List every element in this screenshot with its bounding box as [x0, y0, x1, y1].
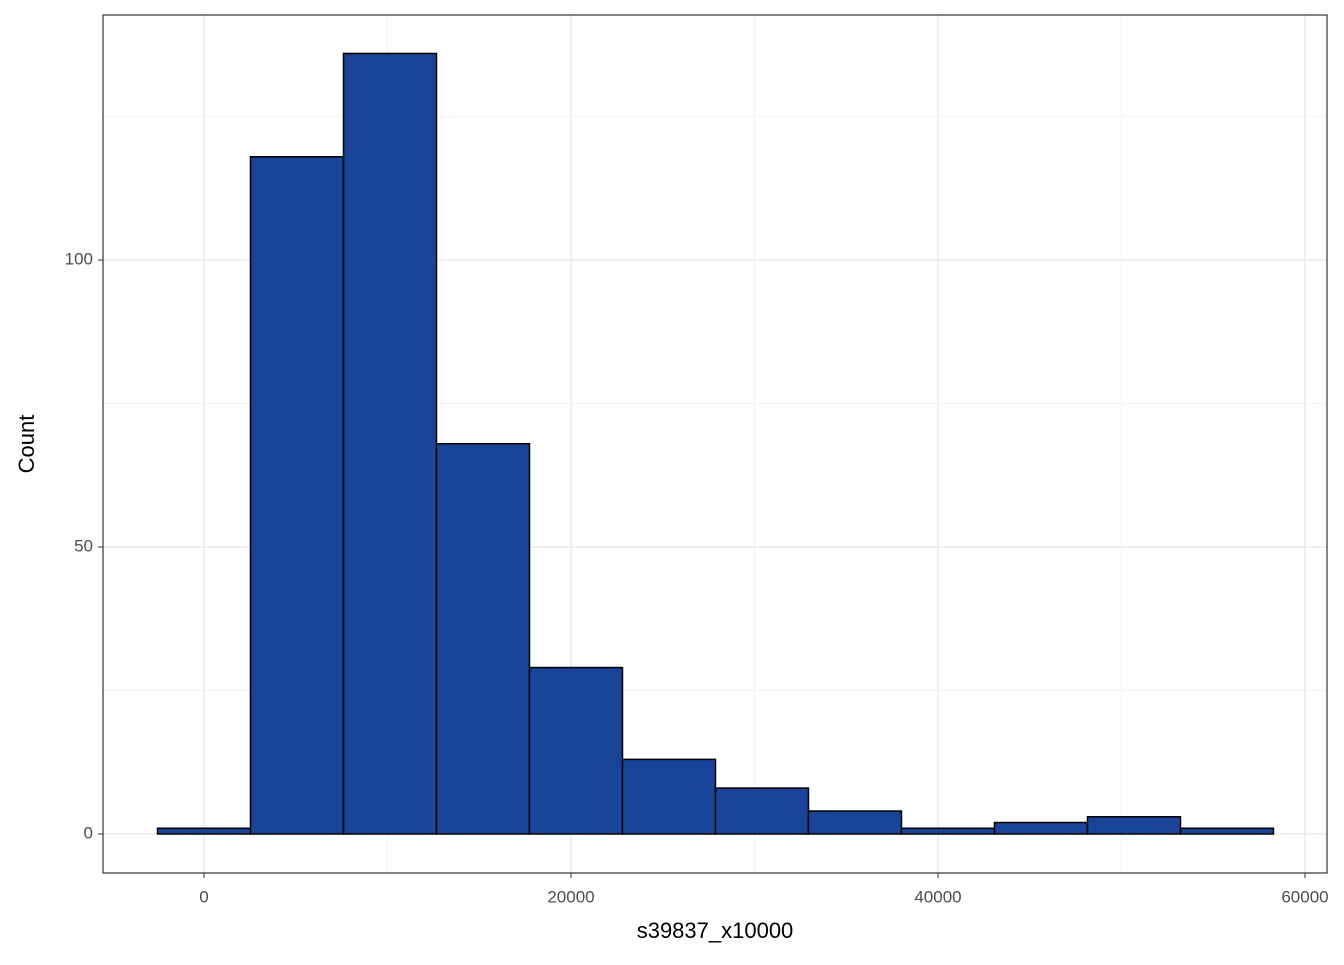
x-tick-label: 0 [199, 887, 208, 906]
y-tick-label: 50 [74, 537, 93, 556]
x-tick-label: 20000 [547, 887, 594, 906]
y-tick-label: 100 [65, 250, 93, 269]
bar [435, 442, 531, 835]
x-tick-label: 60000 [1281, 887, 1328, 906]
x-tick-label: 40000 [914, 887, 961, 906]
bar [528, 666, 624, 835]
bar [900, 827, 996, 835]
bar [621, 758, 717, 835]
bar [1179, 827, 1275, 835]
bar [156, 827, 252, 835]
x-axis-title: s39837_x10000 [637, 918, 794, 943]
y-tick-label: 0 [84, 823, 93, 842]
bar [249, 156, 345, 835]
bar [714, 787, 810, 835]
panel-border [102, 14, 1328, 874]
bar [1086, 816, 1182, 835]
bar [807, 810, 903, 835]
bar [342, 52, 438, 835]
bar [993, 821, 1089, 835]
y-axis-title: Count [14, 415, 39, 474]
